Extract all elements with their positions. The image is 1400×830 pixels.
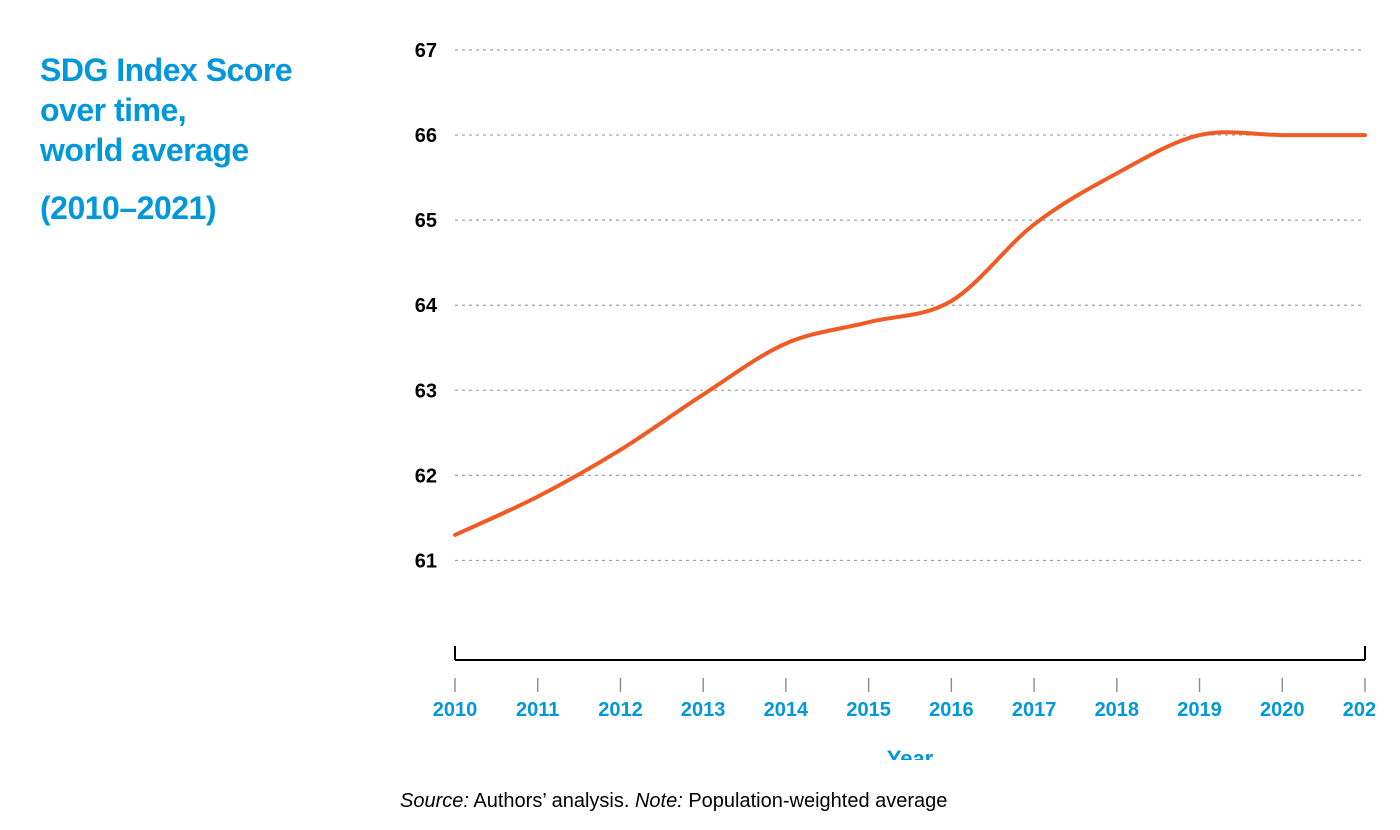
x-tick-label: 2017: [1012, 699, 1056, 721]
footnote-source-label: Source:: [400, 790, 469, 812]
footnote-note-text: Population-weighted average: [683, 790, 948, 812]
x-tick-label: 2014: [764, 699, 809, 721]
chart-title-line1: SDG Index Score: [40, 52, 292, 88]
chart-title-line2: over time,: [40, 92, 186, 128]
x-tick-label: 2019: [1177, 699, 1222, 721]
chart-title-block: SDG Index Score over time, world average…: [40, 50, 370, 228]
x-tick-label: 2015: [846, 699, 891, 721]
x-tick-label: 2013: [681, 699, 726, 721]
y-tick-label: 66: [415, 125, 437, 147]
x-tick-label: 2010: [433, 699, 478, 721]
x-tick-label: 2012: [598, 699, 643, 721]
x-axis-label: Year: [887, 746, 934, 760]
chart-title-range: (2010–2021): [40, 188, 370, 228]
y-tick-label: 61: [415, 550, 437, 572]
footnote-note-label: Note:: [635, 790, 683, 812]
y-tick-label: 65: [415, 210, 437, 232]
y-tick-label: 62: [415, 465, 437, 487]
footnote-source-text: Authors’ analysis.: [469, 790, 635, 812]
chart-svg: 61 62 63 64 65 66 67 2010 2011 2012 2013 2014 2015 20…: [395, 40, 1375, 760]
x-tick-label: 2020: [1260, 699, 1305, 721]
chart-area: 61 62 63 64 65 66 67 2010 2011 2012 2013 2014 2015 20…: [395, 40, 1375, 760]
x-tick-label: 2016: [929, 699, 974, 721]
y-tick-label: 67: [415, 40, 437, 62]
y-tick-label: 64: [415, 295, 438, 317]
chart-footnote: Source: Authors’ analysis. Note: Populat…: [400, 790, 947, 813]
y-tick-label: 63: [415, 380, 437, 402]
chart-title: SDG Index Score over time, world average: [40, 50, 370, 170]
chart-title-line3: world average: [40, 132, 249, 168]
series-line: [455, 132, 1365, 535]
x-tick-label: 2018: [1095, 699, 1140, 721]
page: SDG Index Score over time, world average…: [0, 0, 1400, 830]
x-tick-label: 2021: [1343, 699, 1375, 721]
x-tick-label: 2011: [516, 699, 559, 721]
